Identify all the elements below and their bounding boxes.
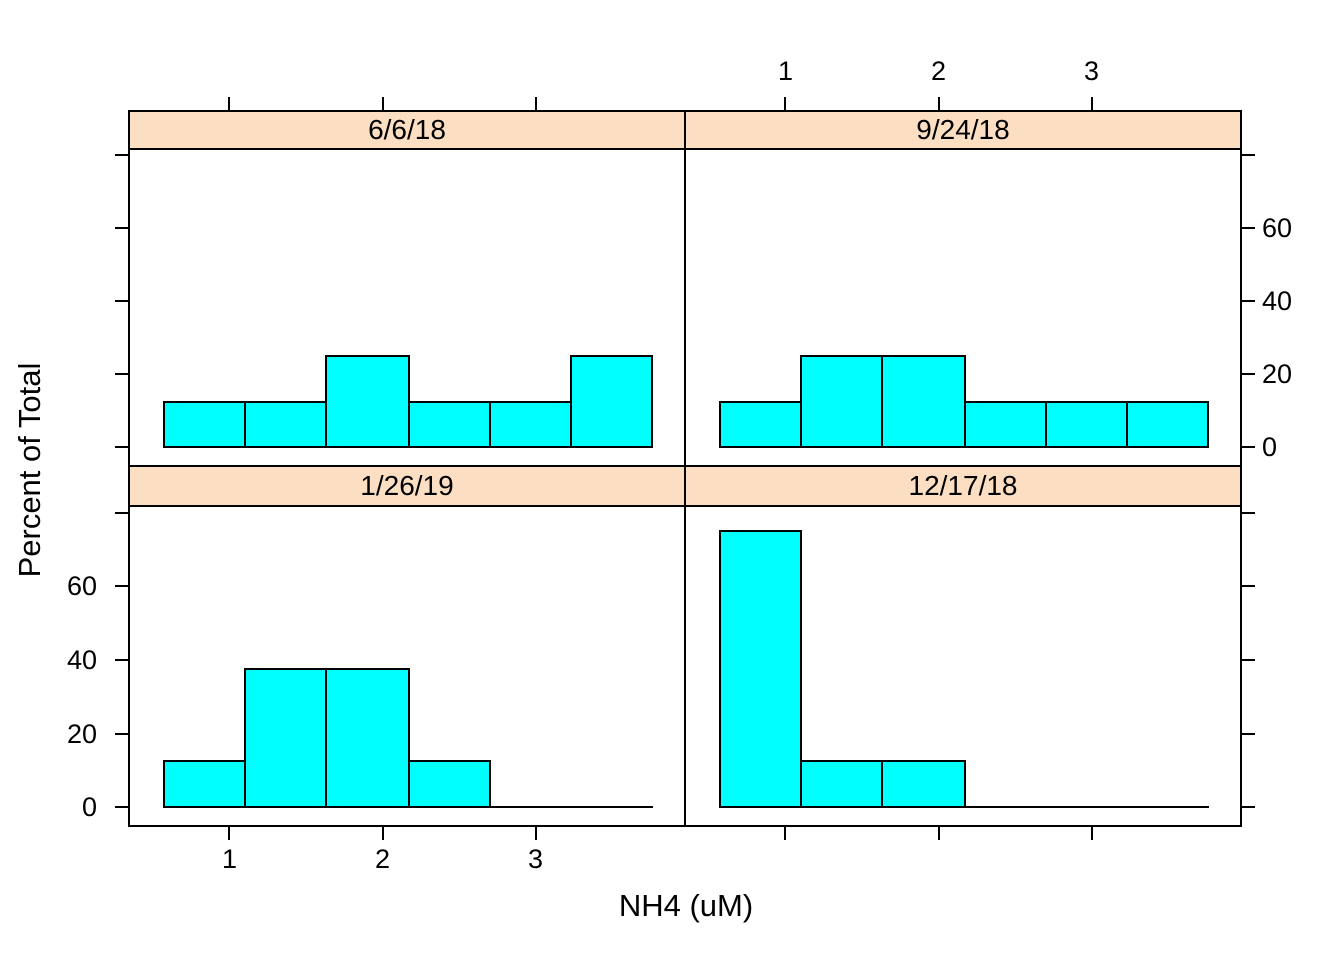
histogram-bar [1044,400,1128,449]
x-axis-tick [1090,97,1093,110]
histogram-bar [324,355,410,449]
x-tick-label: 2 [930,56,947,86]
y-tick-label: 60 [66,571,97,602]
histogram-bar [718,400,802,449]
y-tick-label: 20 [66,718,97,749]
y-tick-label: 40 [1262,286,1293,317]
y-axis-tick [1242,300,1255,303]
y-axis-tick [1242,732,1255,735]
panel-strip-6-6-18: 6/6/18 [128,110,686,150]
panel-strip-1-26-19: 1/26/19 [128,465,686,507]
x-axis-tick [937,827,940,840]
histogram-bar [718,529,802,809]
y-axis-tick [1242,658,1255,661]
histogram-bar [162,760,246,809]
y-axis-tick [115,658,128,661]
histogram-bar [324,668,410,809]
x-tick-label: 1 [777,56,793,86]
y-axis-tick [1242,154,1255,157]
x-axis-tick [228,827,231,840]
strip-label: 6/6/18 [368,114,446,145]
y-axis-tick [115,300,128,303]
histogram-bar [569,355,653,449]
y-axis-tick [115,511,128,514]
histogram-bar [162,400,246,449]
panel-strip-9-24-18: 9/24/18 [684,110,1242,150]
histogram-bar [488,400,572,449]
x-axis-tick [228,97,231,110]
y-axis-tick [115,227,128,230]
histogram-baseline [162,446,653,449]
x-axis-tick [381,97,384,110]
histogram-bar [799,760,883,809]
histogram-bar [407,760,491,809]
histogram-bar [243,668,327,809]
x-axis-tick [784,97,787,110]
y-axis-tick [1242,373,1255,376]
y-axis-tick [115,806,128,809]
strip-label: 12/17/18 [908,470,1018,501]
x-axis-tick [784,827,787,840]
y-axis-title: Percent of Total [12,362,47,578]
y-axis-tick [115,373,128,376]
y-axis-tick [115,154,128,157]
histogram-baseline [718,806,1209,809]
y-axis-tick [1242,806,1255,809]
y-tick-label: 60 [1262,213,1293,244]
y-axis-tick [1242,446,1255,449]
histogram-bar [799,355,883,449]
y-tick-label: 20 [1262,359,1293,390]
x-tick-label: 3 [1084,56,1100,86]
y-axis-tick [115,446,128,449]
histogram-bar [963,400,1047,449]
y-axis-tick [1242,511,1255,514]
y-axis-tick [1242,227,1255,230]
panel-strip-12-17-18: 12/17/18 [684,465,1242,507]
y-tick-label: 40 [66,644,97,675]
x-tick-label: 1 [221,844,237,874]
y-axis-tick [115,585,128,588]
strip-label: 1/26/19 [360,470,454,501]
y-tick-label: 0 [1262,432,1278,463]
histogram-bar [880,760,966,809]
x-axis-tick [1090,827,1093,840]
histogram-bar [407,400,491,449]
y-axis-tick [115,732,128,735]
x-axis-tick [381,827,384,840]
strip-label: 9/24/18 [916,114,1010,145]
histogram-baseline [718,446,1209,449]
x-tick-label: 2 [374,844,391,874]
x-axis-tick [534,97,537,110]
histogram-bar [1125,400,1209,449]
y-axis-tick [1242,585,1255,588]
histogram-bar [243,400,327,449]
x-axis-tick [937,97,940,110]
x-axis-tick [534,827,537,840]
y-tick-label: 0 [81,792,97,823]
x-axis-title: NH4 (uM) [618,888,754,923]
histogram-baseline [162,806,653,809]
histogram-bar [880,355,966,449]
x-tick-label: 3 [528,844,544,874]
